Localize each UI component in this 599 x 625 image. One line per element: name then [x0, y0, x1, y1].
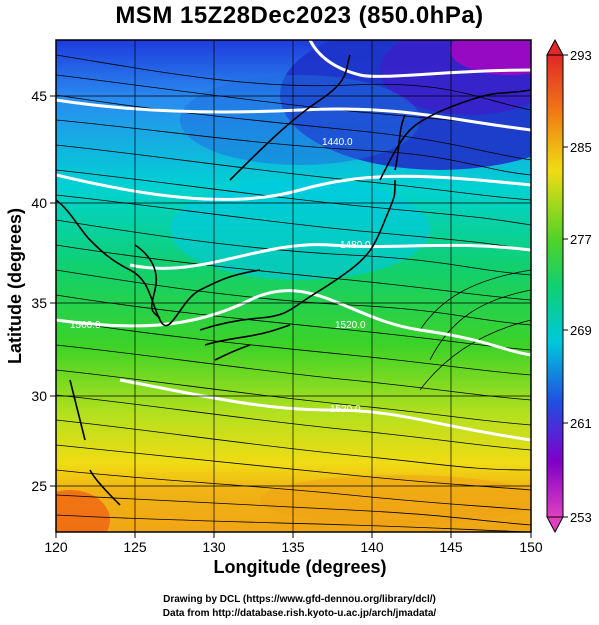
colorbar: 293 285 277 269 261 253 — [546, 38, 592, 534]
colorbar-tick-label: 253 — [570, 510, 592, 525]
credit-drawing: Drawing by DCL (https://www.gfd-dennou.o… — [163, 594, 436, 605]
coastlines — [56, 54, 531, 506]
colorbar-tick-label: 277 — [570, 232, 592, 247]
contour-label-1: 1440.0 — [322, 137, 353, 148]
y-tick-label: 40 — [31, 195, 47, 211]
contour-label-5: 1520.0 — [330, 404, 361, 415]
map-title: MSM 15Z28Dec2023 (850.0hPa) — [115, 2, 484, 29]
y-tick-marks — [50, 95, 56, 487]
colorbar-scale — [546, 54, 564, 518]
map-gridlines — [56, 40, 531, 532]
x-tick-label: 150 — [519, 539, 543, 555]
y-tick-label: 35 — [31, 295, 47, 311]
colorbar-tick-label: 293 — [570, 48, 592, 63]
temperature-field — [56, 40, 531, 532]
contour-label-2: 1480.0 — [340, 240, 371, 251]
contour-label-3: 1520.0 — [335, 320, 366, 331]
x-tick-label: 125 — [123, 539, 147, 555]
x-axis-label: Longitude (degrees) — [213, 557, 387, 577]
x-tick-label: 140 — [360, 539, 384, 555]
x-tick-label: 145 — [439, 539, 463, 555]
x-tick-label: 135 — [281, 539, 305, 555]
y-tick-label: 45 — [31, 88, 47, 104]
credit-data: Data from http://database.rish.kyoto-u.a… — [162, 608, 437, 619]
y-tick-label: 30 — [31, 388, 47, 404]
height-contours — [56, 40, 531, 442]
colorbar-tick-label: 285 — [570, 140, 592, 155]
colorbar-tick-label: 261 — [570, 416, 592, 431]
y-tick-label: 25 — [31, 478, 47, 494]
contour-label-4: 1560.0 — [70, 320, 101, 331]
colorbar-bottom-arrow — [546, 516, 564, 534]
x-tick-label: 130 — [202, 539, 226, 555]
colorbar-top-arrow — [546, 38, 564, 56]
x-tick-marks — [55, 532, 532, 538]
colorbar-tick-label: 269 — [570, 323, 592, 338]
x-tick-label: 120 — [44, 539, 68, 555]
